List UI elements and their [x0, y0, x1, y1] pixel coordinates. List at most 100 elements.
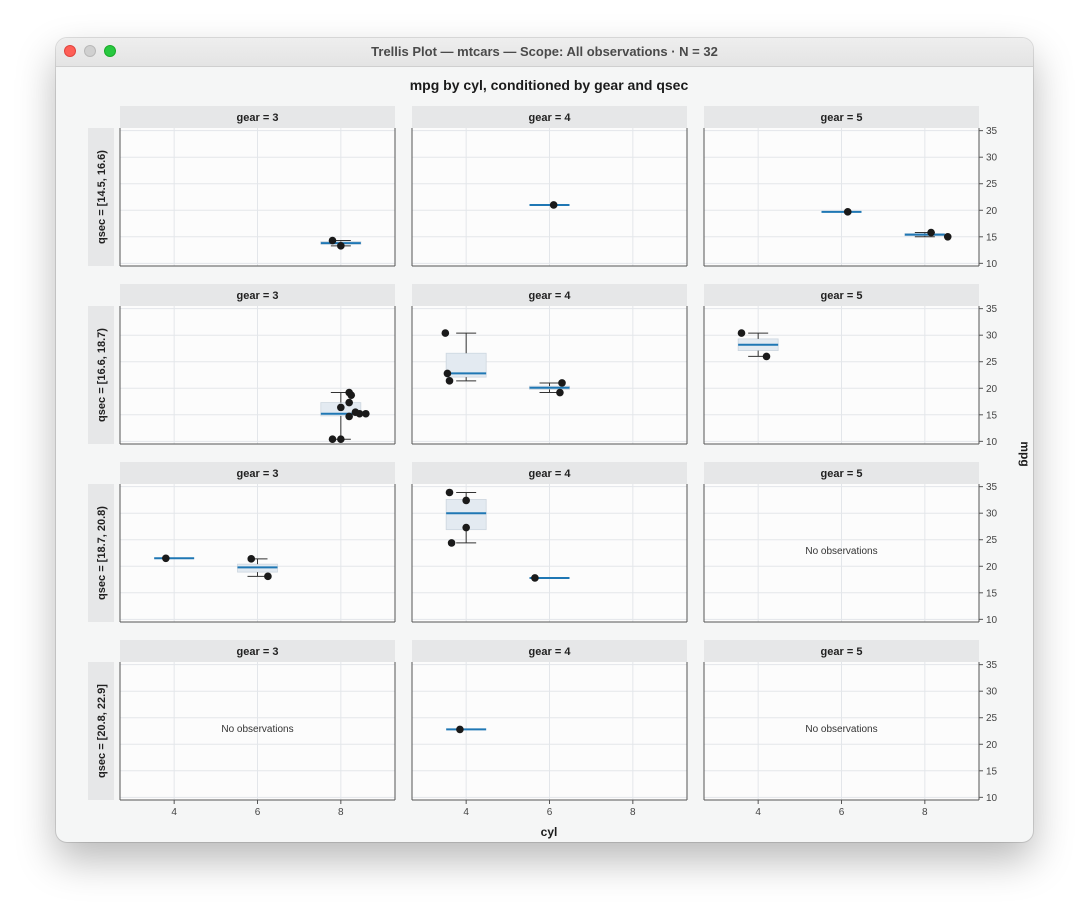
data-point[interactable]	[549, 201, 558, 209]
row-strip-label: qsec = [16.6, 18.7)	[96, 328, 108, 422]
column-strip-label: gear = 4	[529, 468, 572, 480]
data-point[interactable]	[337, 435, 345, 444]
y-axis-title: mpg	[1018, 441, 1032, 466]
column-strip	[120, 284, 395, 306]
panel	[703, 128, 980, 267]
y-tick-label: 15	[986, 410, 998, 421]
y-tick-label: 35	[986, 482, 998, 493]
column-strip	[412, 284, 687, 306]
data-point[interactable]	[328, 435, 337, 444]
y-tick-label: 10	[986, 437, 998, 448]
data-point[interactable]	[337, 403, 345, 412]
minimize-window-button[interactable]	[84, 45, 96, 57]
data-point[interactable]	[462, 523, 470, 532]
panel: No observations	[119, 662, 396, 801]
column-strip-label: gear = 4	[529, 290, 572, 302]
chart-title: mpg by cyl, conditioned by gear and qsec	[410, 77, 689, 93]
no-observations-label: No observations	[805, 724, 877, 735]
y-tick-label: 35	[986, 126, 998, 137]
y-tick-label: 10	[986, 793, 998, 804]
plot-window: Trellis Plot — mtcars — Scope: All obser…	[56, 38, 1033, 842]
no-observations-label: No observations	[805, 546, 877, 557]
x-axis-title: cyl	[541, 825, 558, 839]
column-strip	[704, 640, 979, 662]
y-tick-label: 10	[986, 615, 998, 626]
data-point[interactable]	[558, 379, 566, 387]
data-point[interactable]	[927, 228, 935, 237]
x-tick-label: 8	[630, 807, 636, 818]
data-point[interactable]	[445, 488, 454, 497]
column-strip-label: gear = 5	[821, 112, 863, 124]
data-point[interactable]	[443, 369, 452, 378]
data-point[interactable]	[347, 391, 356, 399]
y-tick-label: 20	[986, 206, 998, 217]
title-bar: Trellis Plot — mtcars — Scope: All obser…	[56, 38, 1033, 67]
x-tick-label: 4	[755, 807, 761, 818]
data-point[interactable]	[362, 409, 370, 418]
no-observations-label: No observations	[221, 724, 293, 735]
y-tick-label: 10	[986, 259, 998, 270]
y-tick-label: 15	[986, 232, 998, 243]
column-strip	[412, 640, 687, 662]
column-strip-label: gear = 4	[529, 646, 572, 658]
row-strip-label: qsec = [14.5, 16.6)	[96, 150, 108, 244]
data-point[interactable]	[355, 409, 364, 418]
data-point[interactable]	[737, 329, 746, 337]
x-tick-label: 6	[255, 807, 261, 818]
row-strip	[88, 128, 114, 266]
data-point[interactable]	[843, 208, 852, 216]
row-strip	[88, 306, 114, 444]
column-strip-label: gear = 5	[821, 290, 863, 302]
y-tick-label: 15	[986, 766, 998, 777]
window-title: Trellis Plot — mtcars — Scope: All obser…	[371, 44, 718, 59]
data-point[interactable]	[345, 398, 353, 407]
panel	[411, 128, 688, 267]
x-tick-label: 4	[463, 807, 469, 818]
panel	[411, 484, 688, 623]
data-point[interactable]	[162, 554, 170, 563]
data-point[interactable]	[441, 329, 450, 337]
row-strip-label: qsec = [20.8, 22.9]	[96, 684, 108, 778]
row-strip	[88, 484, 114, 622]
column-strip	[120, 640, 395, 662]
close-window-button[interactable]	[64, 45, 76, 57]
data-point[interactable]	[943, 233, 952, 241]
data-point[interactable]	[445, 377, 454, 385]
y-tick-label: 30	[986, 509, 998, 520]
data-point[interactable]	[462, 496, 470, 505]
y-tick-label: 30	[986, 153, 998, 164]
panel	[119, 306, 396, 445]
data-point[interactable]	[247, 555, 256, 563]
data-point[interactable]	[762, 352, 771, 361]
y-tick-label: 20	[986, 562, 998, 573]
data-point[interactable]	[447, 539, 456, 547]
x-tick-label: 8	[338, 807, 344, 818]
trellis-chart: mpg by cyl, conditioned by gear and qsec…	[88, 77, 1032, 839]
column-strip-label: gear = 5	[821, 646, 863, 658]
y-tick-label: 25	[986, 713, 998, 724]
column-strip-label: gear = 3	[237, 646, 279, 658]
x-tick-label: 4	[171, 807, 177, 818]
x-tick-label: 6	[839, 807, 845, 818]
column-strip	[704, 106, 979, 128]
column-strip-label: gear = 3	[237, 112, 279, 124]
data-point[interactable]	[556, 388, 564, 397]
column-strip	[120, 462, 395, 484]
y-tick-label: 25	[986, 179, 998, 190]
data-point[interactable]	[337, 242, 345, 250]
data-point[interactable]	[456, 725, 464, 734]
data-point[interactable]	[264, 572, 272, 581]
panel	[411, 306, 688, 445]
column-strip	[704, 462, 979, 484]
panel: No observations	[703, 662, 980, 801]
data-point[interactable]	[328, 236, 337, 245]
zoom-window-button[interactable]	[104, 45, 116, 57]
data-point[interactable]	[345, 412, 353, 421]
data-point[interactable]	[531, 574, 539, 582]
x-tick-label: 6	[547, 807, 553, 818]
column-strip	[412, 106, 687, 128]
y-tick-label: 35	[986, 304, 998, 315]
panel: No observations	[703, 484, 980, 623]
column-strip	[412, 462, 687, 484]
y-tick-label: 15	[986, 588, 998, 599]
